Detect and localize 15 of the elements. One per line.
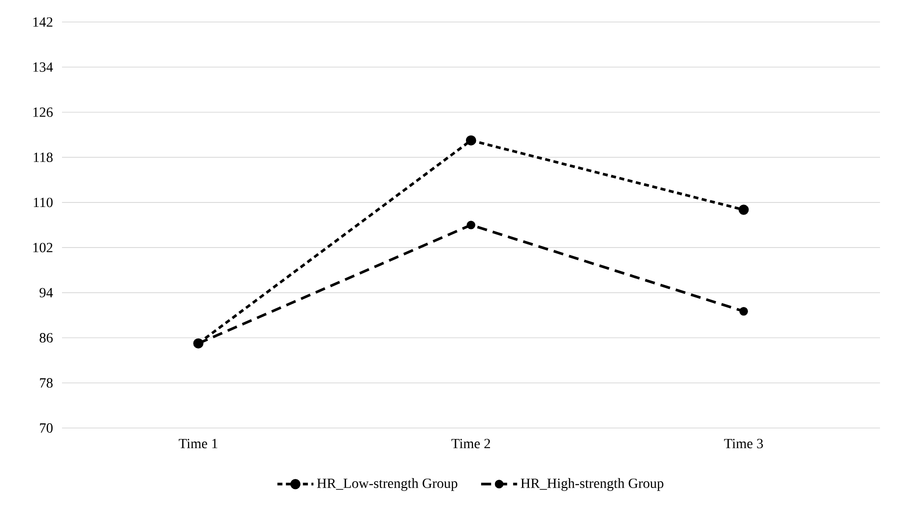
- x-tick-label: Time 1: [178, 438, 218, 448]
- y-tick-label: 126: [33, 108, 53, 117]
- y-tick-label: 110: [34, 198, 53, 208]
- legend-label: HR_Low-strength Group: [317, 478, 458, 491]
- y-tick-label: 142: [33, 17, 52, 27]
- x-tick-label: Time 3: [724, 438, 763, 448]
- y-tick-label: 94: [40, 288, 53, 298]
- x-tick-label: Time 2: [451, 438, 490, 448]
- y-tick-label: 134: [33, 62, 53, 72]
- y-tick-label: 102: [33, 242, 52, 252]
- y-tick-label: 78: [40, 378, 53, 388]
- legend-label: HR_High-strength Group: [520, 478, 664, 491]
- y-tick-label: 86: [40, 333, 53, 343]
- y-tick-label: 118: [34, 152, 53, 162]
- y-tick-label: 70: [40, 423, 53, 433]
